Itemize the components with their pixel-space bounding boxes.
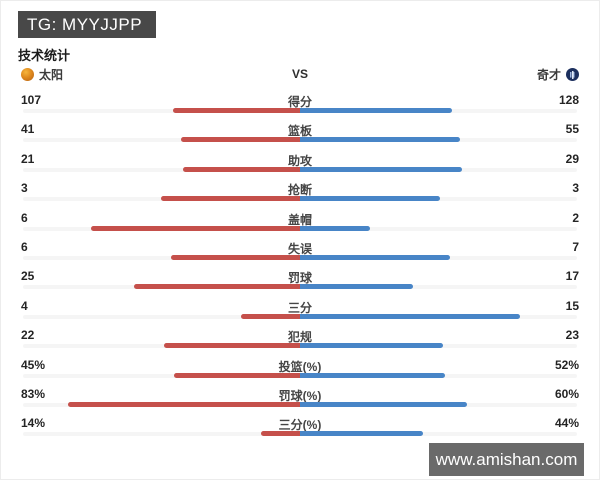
home-team: 太阳 (21, 66, 63, 83)
home-value: 45% (21, 357, 46, 372)
stat-label: 盖帽 (287, 212, 312, 227)
away-value: 52% (554, 357, 579, 372)
stat-row-fg-pct: 45% 投篮(%) 52% (21, 356, 579, 385)
home-team-name: 太阳 (39, 67, 64, 82)
source-tag-banner: TG: MYYJJPP (18, 11, 157, 38)
away-bar (300, 196, 440, 202)
stat-label: 投篮(%) (278, 359, 322, 374)
away-value: 44% (554, 416, 579, 431)
bar-area (21, 343, 579, 349)
away-bar (300, 254, 451, 260)
vs-label: VS (291, 67, 308, 81)
home-bar (180, 137, 300, 143)
home-value: 6 (21, 210, 28, 225)
bar-area (21, 225, 579, 231)
stat-label: 助攻 (287, 153, 312, 168)
stat-label: 抢断 (287, 183, 312, 198)
away-bar (300, 343, 443, 349)
bar-area (21, 401, 579, 407)
watermark-text: www.amishan.com (435, 449, 578, 469)
bar-area (21, 137, 579, 143)
stat-row-fouls: 22 犯规 23 (21, 326, 579, 355)
stat-row-ft-pct: 83% 罚球(%) 60% (21, 385, 579, 414)
bar-area (21, 284, 579, 290)
away-bar (300, 137, 460, 143)
home-value: 22 (21, 328, 35, 343)
home-value: 41 (21, 122, 35, 137)
away-bar (300, 225, 370, 231)
stat-row-turnovers: 6 失误 7 (21, 238, 579, 267)
stat-row-steals: 3 抢断 3 (21, 179, 579, 208)
home-bar (172, 108, 300, 113)
stat-row-blocks: 6 盖帽 2 (21, 209, 579, 238)
watermark-banner: www.amishan.com (429, 443, 584, 476)
bar-area (21, 108, 579, 113)
home-bar (260, 431, 300, 437)
bar-area (21, 431, 579, 437)
stat-row-free-throws: 25 罚球 17 (21, 267, 579, 296)
home-bar (90, 225, 300, 231)
away-bar (300, 284, 413, 290)
away-bar (300, 401, 468, 407)
home-bar (160, 196, 300, 202)
away-value: 17 (565, 269, 579, 284)
away-team-name: 奇才 (536, 67, 561, 82)
bar-area (21, 166, 579, 172)
away-value: 15 (565, 298, 579, 313)
away-value: 23 (565, 328, 579, 343)
suns-logo-icon (21, 67, 34, 81)
away-value: 60% (554, 386, 579, 401)
home-value: 25 (21, 269, 35, 284)
stat-label: 得分 (287, 95, 312, 109)
stat-row-assists: 21 助攻 29 (21, 150, 579, 179)
away-value: 7 (572, 239, 579, 254)
bar-area (21, 254, 579, 260)
away-value: 2 (572, 210, 579, 225)
away-bar (300, 372, 446, 378)
bar-area (21, 196, 579, 202)
stat-label: 罚球(%) (278, 388, 322, 403)
wizards-logo-icon (565, 67, 579, 81)
away-value: 128 (558, 93, 579, 107)
stat-row-rebounds: 41 篮板 55 (21, 120, 579, 149)
away-value: 29 (565, 151, 579, 166)
away-value: 55 (565, 122, 579, 137)
home-value: 21 (21, 151, 35, 166)
stat-label: 罚球 (287, 271, 312, 286)
stat-label: 三分 (287, 300, 312, 315)
bar-area (21, 372, 579, 378)
away-bar (300, 313, 521, 319)
home-value: 3 (21, 181, 28, 196)
team-header-row: 太阳 VS 奇才 (21, 65, 579, 83)
stat-row-three-pct: 14% 三分(%) 44% (21, 414, 579, 443)
home-bar (68, 401, 300, 407)
stat-row-three-pointers: 4 三分 15 (21, 297, 579, 326)
home-bar (163, 343, 300, 349)
page-title: 技术统计 (18, 48, 71, 63)
home-value: 6 (21, 239, 28, 254)
home-bar (171, 254, 300, 260)
home-value: 83% (21, 386, 46, 401)
stat-row-points: 107 得分 128 (21, 91, 579, 120)
home-value: 4 (21, 298, 28, 313)
away-value: 3 (572, 181, 579, 196)
stats-table: 107 得分 128 41 篮板 55 21 助攻 29 (21, 91, 579, 444)
away-bar (300, 166, 462, 172)
stat-label: 失误 (287, 241, 312, 256)
away-bar (300, 431, 423, 437)
away-team: 奇才 (537, 66, 579, 83)
home-value: 107 (21, 93, 42, 107)
away-bar (300, 108, 452, 113)
home-bar (133, 284, 300, 290)
stat-label: 犯规 (287, 330, 312, 345)
home-bar (241, 313, 300, 319)
source-tag-text: TG: MYYJJPP (27, 15, 143, 34)
bar-area (21, 313, 579, 319)
home-bar (182, 166, 300, 172)
home-bar (174, 372, 300, 378)
stat-label: 三分(%) (278, 418, 322, 433)
home-value: 14% (21, 416, 46, 431)
stat-label: 篮板 (287, 124, 312, 139)
